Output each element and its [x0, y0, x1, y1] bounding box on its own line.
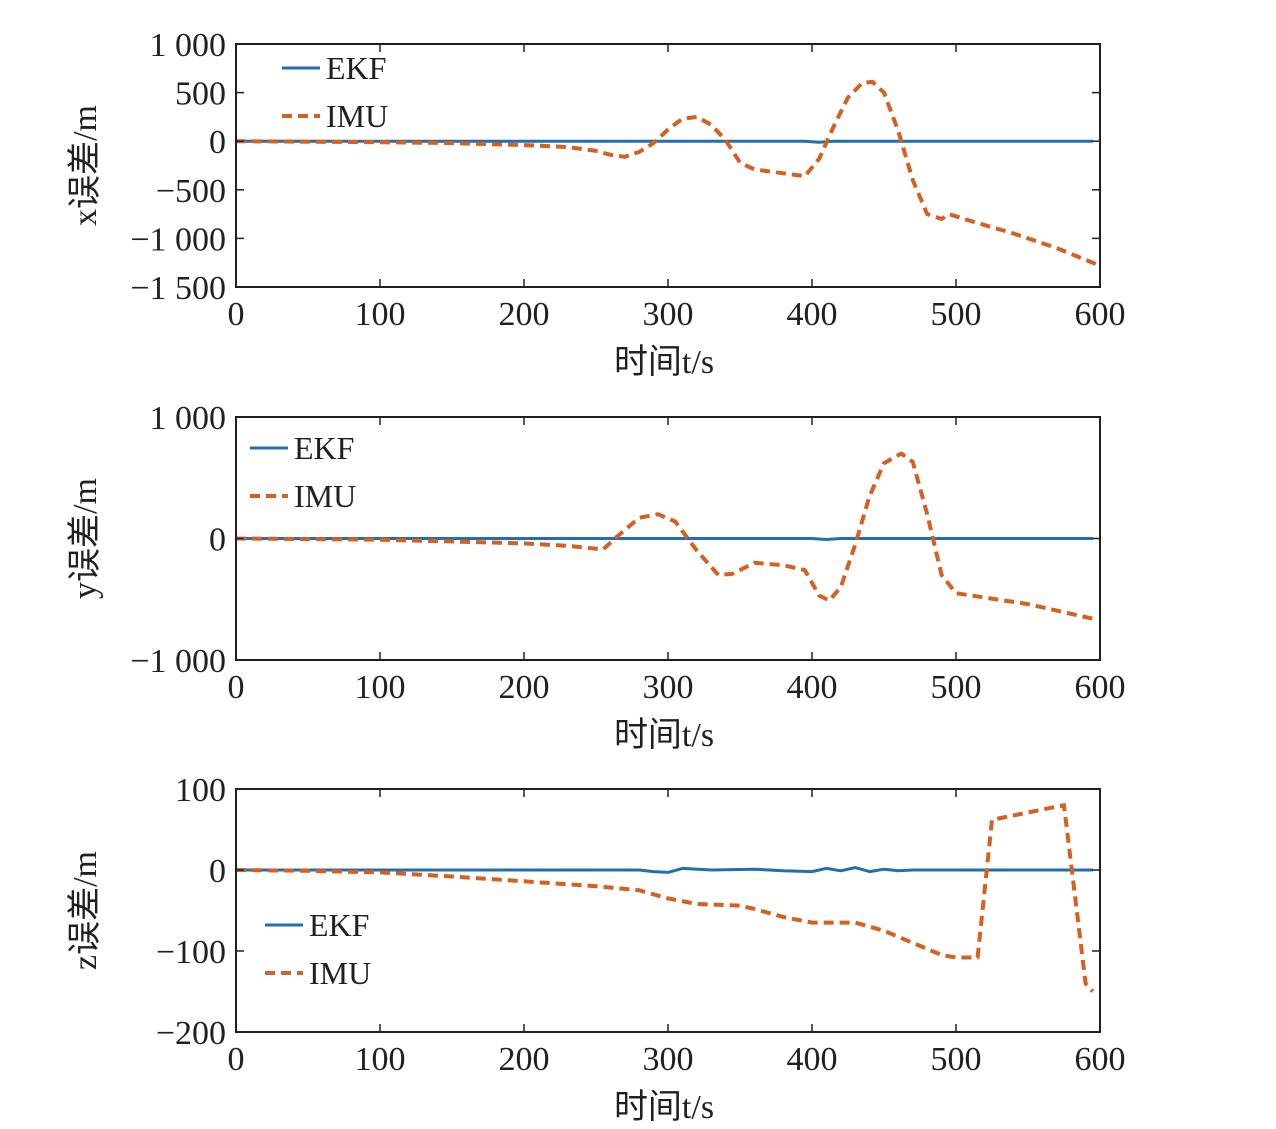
x-tick-label: 100 — [355, 296, 406, 333]
y-tick-label: −500 — [156, 173, 226, 210]
x-tick-label: 0 — [228, 669, 245, 706]
x-tick-label: 600 — [1075, 1041, 1126, 1078]
x-tick-label: 100 — [355, 1041, 406, 1078]
y-axis-label: x误差/m — [66, 105, 104, 226]
x-tick-label: 200 — [499, 669, 550, 706]
x-tick-label: 400 — [787, 296, 838, 333]
series-line-ekf — [236, 866, 1093, 874]
y-tick-label: 1 000 — [150, 27, 227, 64]
x-tick-label: 400 — [787, 1041, 838, 1078]
x-tick-label: 600 — [1075, 669, 1126, 706]
y-tick-label: −1 000 — [130, 643, 226, 680]
legend-label-ekf: EKF — [326, 50, 386, 86]
x-tick-label: 200 — [499, 296, 550, 333]
y-tick-label: −200 — [156, 1015, 226, 1052]
y-tick-label: 0 — [209, 522, 226, 559]
y-tick-label: −100 — [156, 934, 226, 971]
x-tick-label: 500 — [931, 1041, 982, 1078]
y-tick-label: −1 500 — [130, 270, 226, 307]
legend-label-imu: IMU — [309, 955, 371, 991]
z-error-panel: 0 100 200 300 400 500 600 100 0 −100 −200 时间t/s z误差/… — [66, 772, 1126, 1126]
series-line-imu — [236, 803, 1095, 993]
x-axis-label: 时间t/s — [614, 1089, 714, 1126]
x-axis-label: 时间t/s — [614, 717, 714, 754]
y-axis-label: y误差/m — [66, 478, 104, 599]
x-tick-label: 0 — [228, 296, 245, 333]
y-tick-label: 0 — [209, 124, 226, 161]
x-error-panel: 0 100 200 300 400 500 600 1 000 500 0 −500 −1 000 −1… — [66, 27, 1126, 381]
y-tick-label: 500 — [175, 76, 226, 113]
x-tick-label: 0 — [228, 1041, 245, 1078]
legend-label-ekf: EKF — [294, 430, 354, 466]
y-axis-label: z误差/m — [66, 851, 104, 970]
x-tick-label: 400 — [787, 669, 838, 706]
legend-label-ekf: EKF — [309, 907, 369, 943]
y-tick-label: 100 — [175, 772, 226, 809]
legend-label-imu: IMU — [326, 98, 388, 134]
x-tick-label: 200 — [499, 1041, 550, 1078]
x-axis-label: 时间t/s — [614, 344, 714, 381]
x-tick-label: 300 — [643, 669, 694, 706]
series-line-imu — [236, 451, 1094, 621]
y-tick-label: −1 000 — [130, 221, 226, 258]
y-tick-label: 0 — [209, 853, 226, 890]
x-tick-label: 100 — [355, 669, 406, 706]
x-tick-label: 300 — [643, 296, 694, 333]
x-tick-label: 300 — [643, 1041, 694, 1078]
x-tick-label: 600 — [1075, 296, 1126, 333]
y-tick-label: 1 000 — [150, 400, 227, 437]
legend-label-imu: IMU — [294, 478, 356, 514]
x-tick-label: 500 — [931, 669, 982, 706]
x-tick-label: 500 — [931, 296, 982, 333]
